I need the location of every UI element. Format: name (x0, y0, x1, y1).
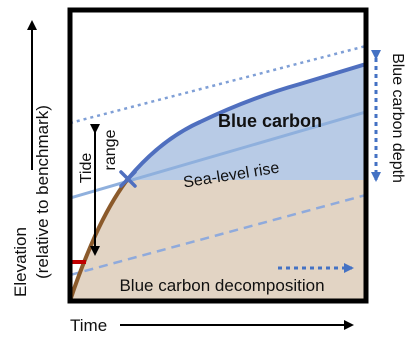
y-axis-label-line2: (relative to benchmark) (33, 105, 52, 279)
blue-carbon-curve (125, 62, 366, 182)
high-tide-dotted-line (70, 44, 366, 125)
air-region (70, 10, 366, 301)
decomposition-baseline (70, 193, 366, 277)
blue-carbon-region (127, 64, 366, 180)
plot-area (70, 10, 366, 301)
sea-level-rise-line (70, 110, 366, 200)
tide-label: Tide (78, 153, 95, 184)
y-axis-label-line1: Elevation (11, 227, 30, 297)
sediment-region-left (70, 180, 366, 301)
range-label: range (102, 129, 119, 170)
decomposition-label: Blue carbon decomposition (119, 276, 324, 295)
blue-carbon-label: Blue carbon (218, 111, 322, 131)
x-axis-label: Time (70, 316, 107, 335)
plot-frame (67, 7, 369, 304)
crossing-x-icon (119, 170, 137, 188)
blue-carbon-depth-label: Blue carbon depth (389, 53, 406, 183)
